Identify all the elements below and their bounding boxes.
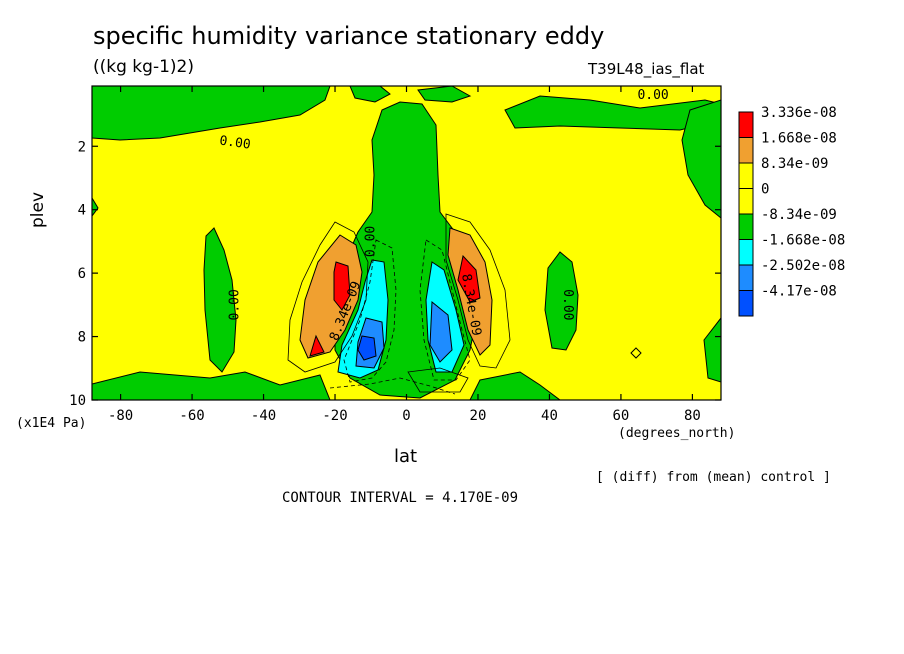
x-tick-label: 0: [402, 408, 410, 424]
diamond-marker: [630, 347, 642, 359]
x-axis: -80 -60 -40 -20 0 20 40 60 80: [108, 86, 701, 424]
chart-title: specific humidity variance stationary ed…: [93, 22, 605, 50]
dashed-contour-bottom: [329, 377, 456, 395]
y-tick-label: 10: [69, 393, 86, 409]
region-top-right-negative: [504, 95, 721, 131]
region-southern-negative-min: [357, 335, 377, 361]
y-tick-label: 4: [78, 203, 86, 219]
region-bottom-left-negative: [92, 371, 331, 400]
region-right-edge-negative: [703, 317, 721, 383]
legend-swatch: [738, 137, 754, 164]
region-top-center-negative: [349, 86, 391, 103]
region-northern-negative-strong: [429, 300, 453, 363]
x-tick-label: 60: [613, 408, 630, 424]
dashed-contour-northern: [419, 239, 471, 381]
y-axis-unit: (x1E4 Pa): [16, 416, 87, 431]
region-top-left-negative: [92, 86, 331, 141]
region-left-column-negative: [203, 227, 237, 373]
contour-label: 0.00: [363, 226, 378, 257]
legend-label: -2.502e-08: [761, 258, 845, 274]
legend-swatch: [738, 264, 754, 291]
legend-swatch: [738, 111, 754, 138]
region-top-center2-negative: [417, 86, 472, 103]
x-tick-label: 20: [470, 408, 487, 424]
x-tick-label: -60: [179, 408, 204, 424]
legend-label: -4.17e-08: [761, 284, 837, 300]
region-upper-right-negative: [681, 99, 721, 219]
contour-label: 0.00: [227, 289, 242, 320]
legend-swatch: [738, 290, 754, 317]
region-southern-max: [333, 261, 351, 311]
y-tick-label: 6: [78, 266, 86, 282]
region-bottom-right-negative: [469, 371, 561, 400]
difference-note: [ (diff) from (mean) control ]: [596, 470, 831, 485]
legend-label: 1.668e-08: [761, 131, 837, 147]
legend-swatch: [738, 239, 754, 266]
contour-label: 0.00: [218, 133, 251, 152]
x-axis-label: lat: [394, 446, 418, 467]
x-axis-unit: (degrees_north): [618, 426, 736, 441]
x-tick-label: 80: [684, 408, 701, 424]
legend-swatch: [738, 188, 754, 215]
legend-label: 8.34e-09: [761, 156, 828, 172]
chart-units: ((kg kg-1)2): [93, 57, 194, 77]
legend-swatch: [738, 213, 754, 240]
legend-label: 0: [761, 182, 769, 198]
legend-swatch: [738, 162, 754, 189]
legend-label: -8.34e-09: [761, 207, 837, 223]
x-tick-label: -40: [251, 408, 276, 424]
region-right-column-negative: [544, 251, 579, 351]
region-left-edge-negative: [92, 197, 99, 217]
contour-line-northern-outer: [445, 213, 511, 369]
contour-interval: CONTOUR INTERVAL = 4.170E-09: [282, 490, 519, 506]
legend-label: 3.336e-08: [761, 105, 837, 121]
y-tick-label: 8: [78, 330, 86, 346]
y-tick-label: 2: [78, 139, 86, 155]
x-tick-label: 40: [541, 408, 558, 424]
run-name: T39L48_ias_flat: [588, 60, 705, 78]
region-northern-max: [457, 254, 481, 303]
contour-label: 0.00: [637, 88, 668, 103]
contour-line-southern-outer: [287, 221, 369, 373]
color-legend: 3.336e-08 1.668e-08 8.34e-09 0 -8.34e-09 -1.6…: [738, 105, 845, 317]
legend-label: -1.668e-08: [761, 233, 845, 249]
contour-line-lower-loop: [407, 367, 469, 393]
y-axis: 2 4 6 8 10: [69, 139, 721, 409]
x-tick-label: -20: [322, 408, 347, 424]
dashed-contour-southern: [343, 239, 397, 383]
region-southern-max-lower: [309, 334, 325, 357]
x-tick-label: -80: [108, 408, 133, 424]
contour-label: 0.00: [560, 289, 575, 320]
